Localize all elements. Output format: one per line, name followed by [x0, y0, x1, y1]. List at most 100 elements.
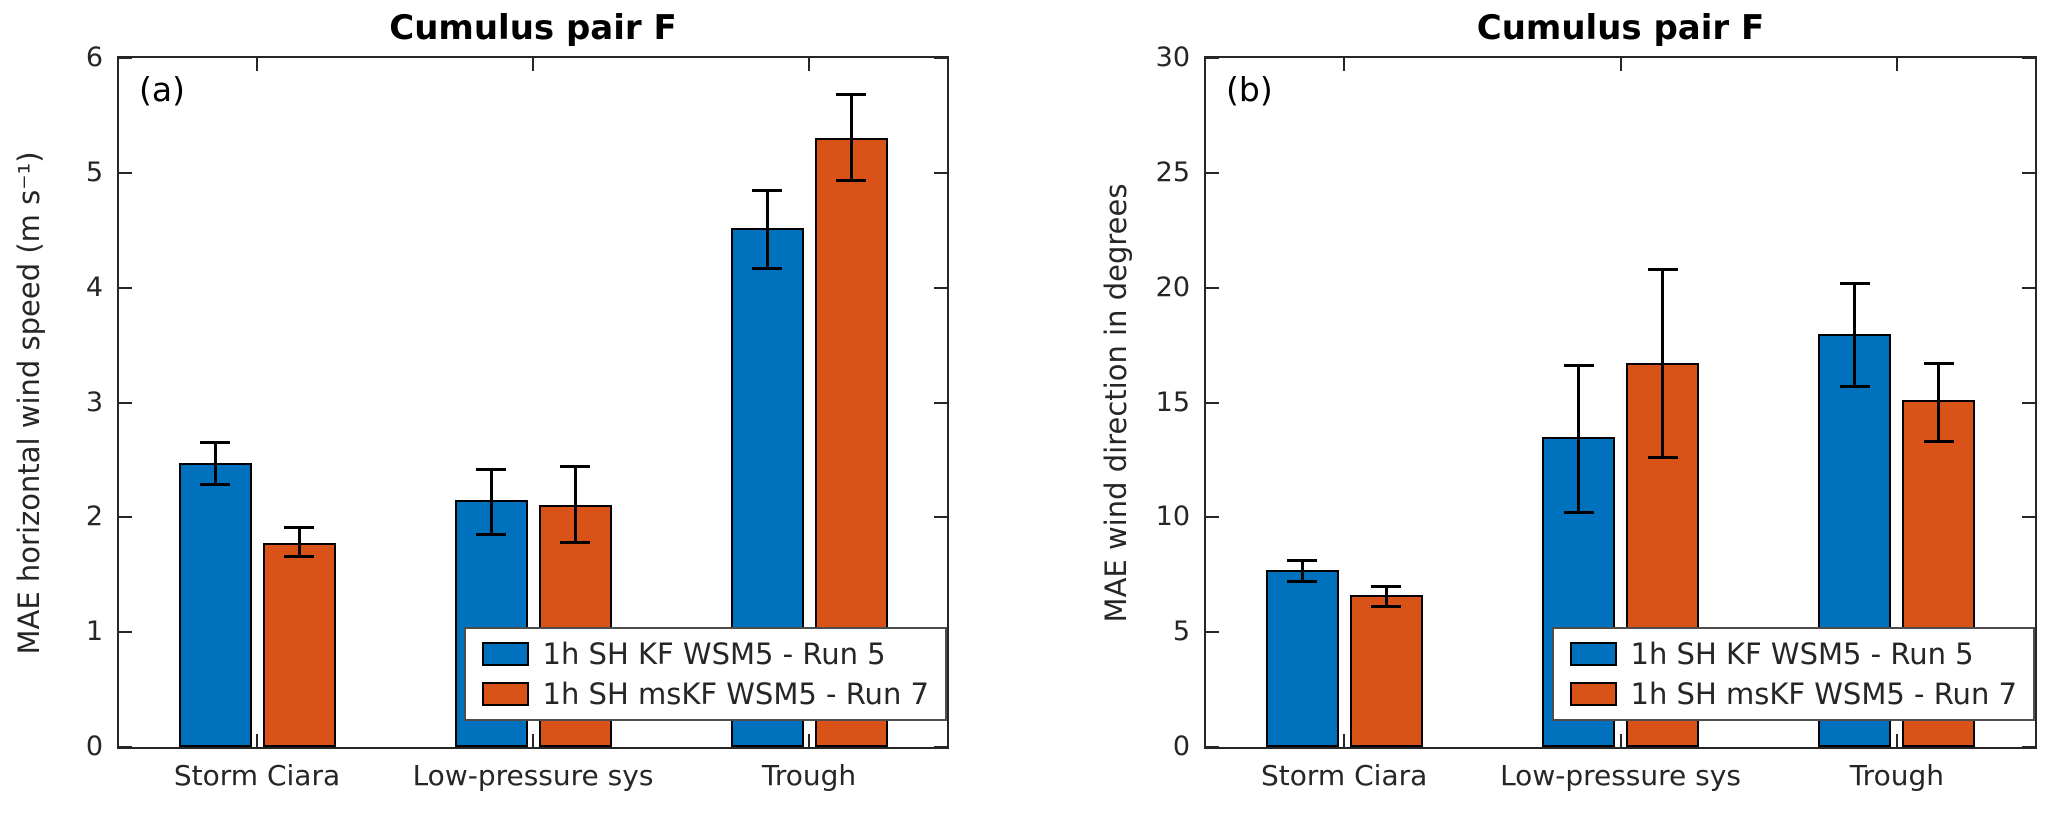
y-tick-mark — [119, 401, 132, 404]
y-tick-mark — [2022, 516, 2035, 519]
legend-swatch — [481, 682, 529, 706]
x-tick-mark — [1619, 734, 1622, 747]
y-tick-label: 5 — [1172, 616, 1190, 648]
y-tick-mark — [934, 286, 947, 289]
x-tick-mark — [808, 58, 810, 71]
y-tick-label: 4 — [85, 271, 103, 303]
legend-label: 1h SH KF WSM5 - Run 5 — [1630, 637, 1974, 671]
y-tick-mark — [2022, 401, 2035, 404]
error-bar-cap — [476, 533, 506, 537]
error-bar-cap — [1287, 559, 1318, 563]
error-bar-cap — [200, 441, 230, 445]
legend-item: 1h SH msKF WSM5 - Run 7 — [481, 677, 930, 711]
legend-label: 1h SH msKF WSM5 - Run 7 — [542, 677, 930, 711]
error-bar-line — [489, 469, 493, 535]
legend-item: 1h SH KF WSM5 - Run 5 — [1569, 637, 2018, 671]
y-tick-mark — [934, 401, 947, 404]
y-tick-mark — [1206, 57, 1219, 59]
error-bar-cap — [1287, 580, 1318, 584]
y-tick-label: 30 — [1155, 42, 1190, 73]
y-tick-label: 10 — [1155, 501, 1190, 533]
error-bar-cap — [560, 465, 590, 469]
x-tick-mark — [808, 734, 810, 747]
x-tick-mark — [256, 734, 258, 747]
error-bar-line — [573, 466, 577, 543]
x-tick-label: Trough — [761, 759, 857, 792]
error-bar-line — [1937, 363, 1941, 442]
chart-panel-a: Cumulus pair F MAE horizontal wind speed … — [12, 8, 949, 792]
plot-area: 1h SH KF WSM5 - Run 5 1h SH msKF WSM5 - R… — [1204, 56, 2037, 749]
x-tick-label: Storm Ciara — [1261, 759, 1428, 792]
y-tick-mark — [934, 516, 947, 519]
error-bar-cap — [200, 482, 230, 486]
error-bar-cap — [284, 554, 314, 558]
x-tick-mark — [1895, 58, 1898, 71]
y-axis-label: MAE wind direction in degrees — [1099, 183, 1133, 622]
legend-item: 1h SH KF WSM5 - Run 5 — [481, 637, 930, 671]
x-tick-mark — [532, 734, 534, 747]
bar-series2 — [1349, 595, 1423, 747]
x-tick-mark — [256, 58, 258, 71]
x-tick-mark — [532, 58, 534, 71]
y-tick-label: 20 — [1155, 271, 1190, 303]
legend-item: 1h SH msKF WSM5 - Run 7 — [1569, 677, 2017, 711]
y-tick-mark — [1206, 516, 1219, 519]
chart-title: Cumulus pair F — [1476, 8, 1765, 48]
y-tick-mark — [1206, 171, 1219, 174]
y-tick-mark — [119, 286, 132, 289]
y-tick-mark — [1206, 746, 1219, 748]
error-bar-cap — [1371, 584, 1402, 588]
error-bar-cap — [1839, 384, 1870, 388]
error-bar-line — [849, 94, 853, 181]
y-tick-label: 0 — [1172, 731, 1190, 762]
error-bar-line — [1853, 283, 1857, 387]
legend-swatch — [481, 642, 529, 666]
plot-area: 1h SH KF WSM5 - Run 5 1h SH msKF WSM5 - R… — [117, 56, 949, 749]
y-tick-label: 6 — [85, 42, 103, 73]
y-axis-label: MAE horizontal wind speed (m s⁻¹) — [12, 150, 46, 655]
error-bar-cap — [1923, 440, 1954, 444]
bar-series1 — [178, 463, 252, 747]
x-tick-mark — [1343, 58, 1346, 71]
error-bar-cap — [284, 526, 314, 530]
error-bar-line — [297, 527, 301, 557]
y-tick-mark — [1206, 286, 1219, 289]
y-tick-mark — [119, 746, 132, 748]
y-tick-mark — [2022, 286, 2035, 289]
error-bar-line — [1661, 269, 1664, 458]
error-bar-cap — [476, 467, 506, 471]
y-tick-mark — [934, 746, 947, 748]
error-bar-cap — [752, 266, 782, 270]
y-tick-label: 15 — [1155, 386, 1190, 418]
y-tick-label: 1 — [85, 616, 103, 648]
error-bar-cap — [1839, 281, 1870, 285]
x-tick-mark — [1619, 58, 1622, 71]
x-tick-mark — [1343, 734, 1346, 747]
y-tick-label: 5 — [85, 156, 103, 188]
error-bar-line — [213, 442, 217, 485]
error-bar-cap — [1647, 267, 1678, 271]
legend-label: 1h SH KF WSM5 - Run 5 — [542, 637, 886, 671]
error-bar-line — [765, 190, 769, 269]
error-bar-cap — [836, 93, 866, 97]
error-bar-line — [1384, 586, 1388, 607]
y-tick-mark — [1206, 401, 1219, 404]
error-bar-line — [1577, 365, 1580, 513]
error-bar-cap — [1923, 361, 1954, 365]
y-tick-label: 2 — [85, 501, 103, 533]
y-tick-mark — [119, 171, 132, 174]
y-tick-mark — [119, 631, 132, 634]
y-tick-label: 3 — [85, 386, 103, 418]
y-tick-mark — [1206, 631, 1219, 634]
y-tick-mark — [934, 171, 947, 174]
panel-label: (b) — [1226, 70, 1273, 109]
x-tick-mark — [1895, 734, 1898, 747]
x-tick-label: Trough — [1849, 759, 1944, 792]
x-tick-label: Low-pressure sys — [1500, 759, 1741, 792]
legend-swatch — [1569, 642, 1617, 666]
bar-series1 — [1265, 570, 1339, 747]
chart-panel-b: Cumulus pair F MAE wind direction in degr… — [1034, 0, 2067, 814]
x-tick-label: Storm Ciara — [173, 759, 341, 792]
panel-label: (a) — [139, 70, 185, 109]
